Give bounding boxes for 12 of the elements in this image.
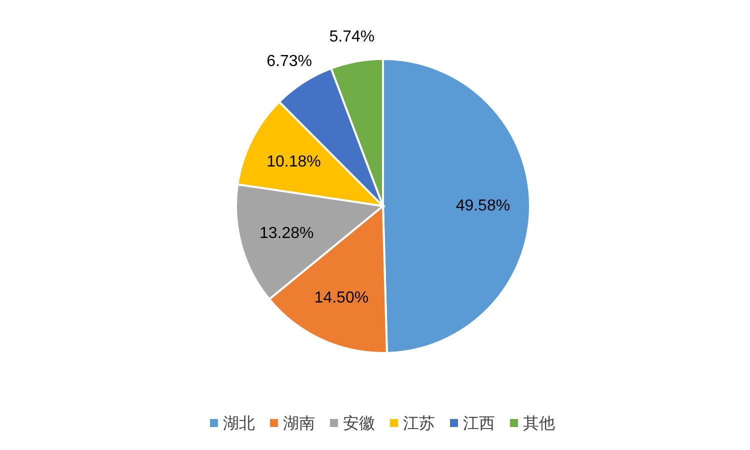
legend-label: 湖北 [223,414,255,433]
legend-label: 江苏 [403,414,435,433]
legend-label: 其他 [523,414,555,433]
data-label: 14.50% [314,290,369,307]
data-label: 10.18% [266,154,321,171]
legend-label: 安徽 [343,414,375,433]
data-label: 6.73% [266,53,312,70]
data-label: 13.28% [260,225,314,242]
data-label: 49.58% [456,197,510,214]
data-label: 5.74% [329,28,375,46]
legend-label: 江西 [463,416,495,433]
legend-label: 湖南 [283,414,315,433]
